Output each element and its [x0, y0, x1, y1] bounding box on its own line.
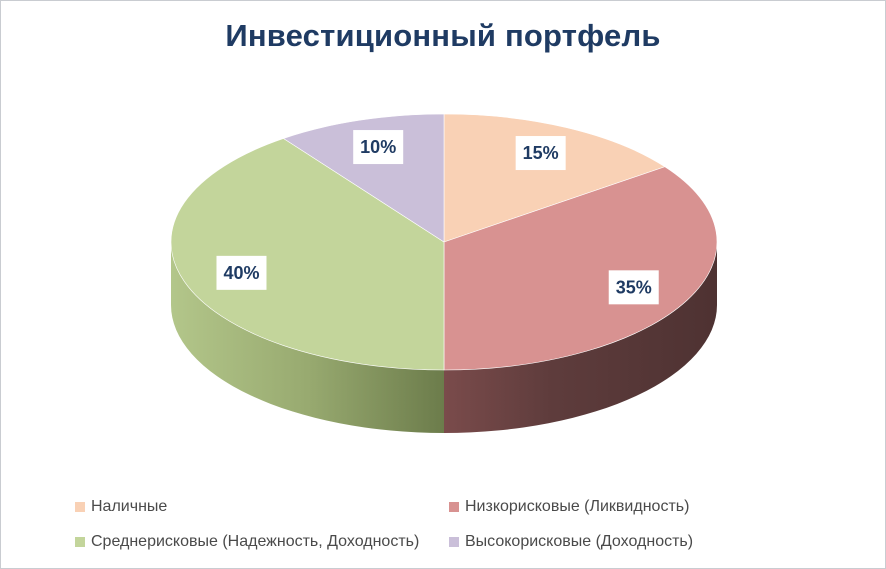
data-label-low-risk: 35%: [608, 270, 659, 305]
chart-title: Инвестиционный портфель: [225, 18, 661, 53]
data-label-box-medium-risk: [216, 255, 267, 290]
pie-slice-cash: [443, 113, 666, 243]
data-label-cash: 15%: [515, 136, 566, 171]
pie-slice-low-risk: [443, 166, 718, 371]
data-label-box-low-risk: [608, 270, 659, 305]
data-label-high-risk: 10%: [353, 130, 404, 165]
data-label-box-high-risk: [353, 130, 404, 165]
data-label-text-high-risk: 10%: [360, 137, 396, 157]
data-label-text-low-risk: 35%: [616, 277, 652, 297]
data-label-medium-risk: 40%: [216, 255, 267, 290]
pie-slice-high-risk: [282, 113, 445, 243]
data-label-text-cash: 15%: [523, 143, 559, 163]
data-label-box-cash: [515, 136, 566, 171]
pie-slice-medium-risk: [170, 138, 445, 371]
pie-side-low-risk: [444, 242, 717, 433]
pie-side-medium-risk: [171, 242, 444, 433]
data-label-text-medium-risk: 40%: [223, 263, 259, 283]
